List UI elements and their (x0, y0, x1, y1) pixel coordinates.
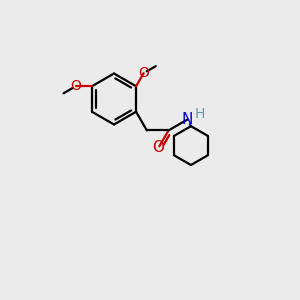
Text: H: H (195, 107, 205, 121)
Text: O: O (138, 66, 149, 80)
Text: O: O (70, 79, 81, 93)
Text: N: N (182, 112, 193, 127)
Text: O: O (152, 140, 164, 155)
